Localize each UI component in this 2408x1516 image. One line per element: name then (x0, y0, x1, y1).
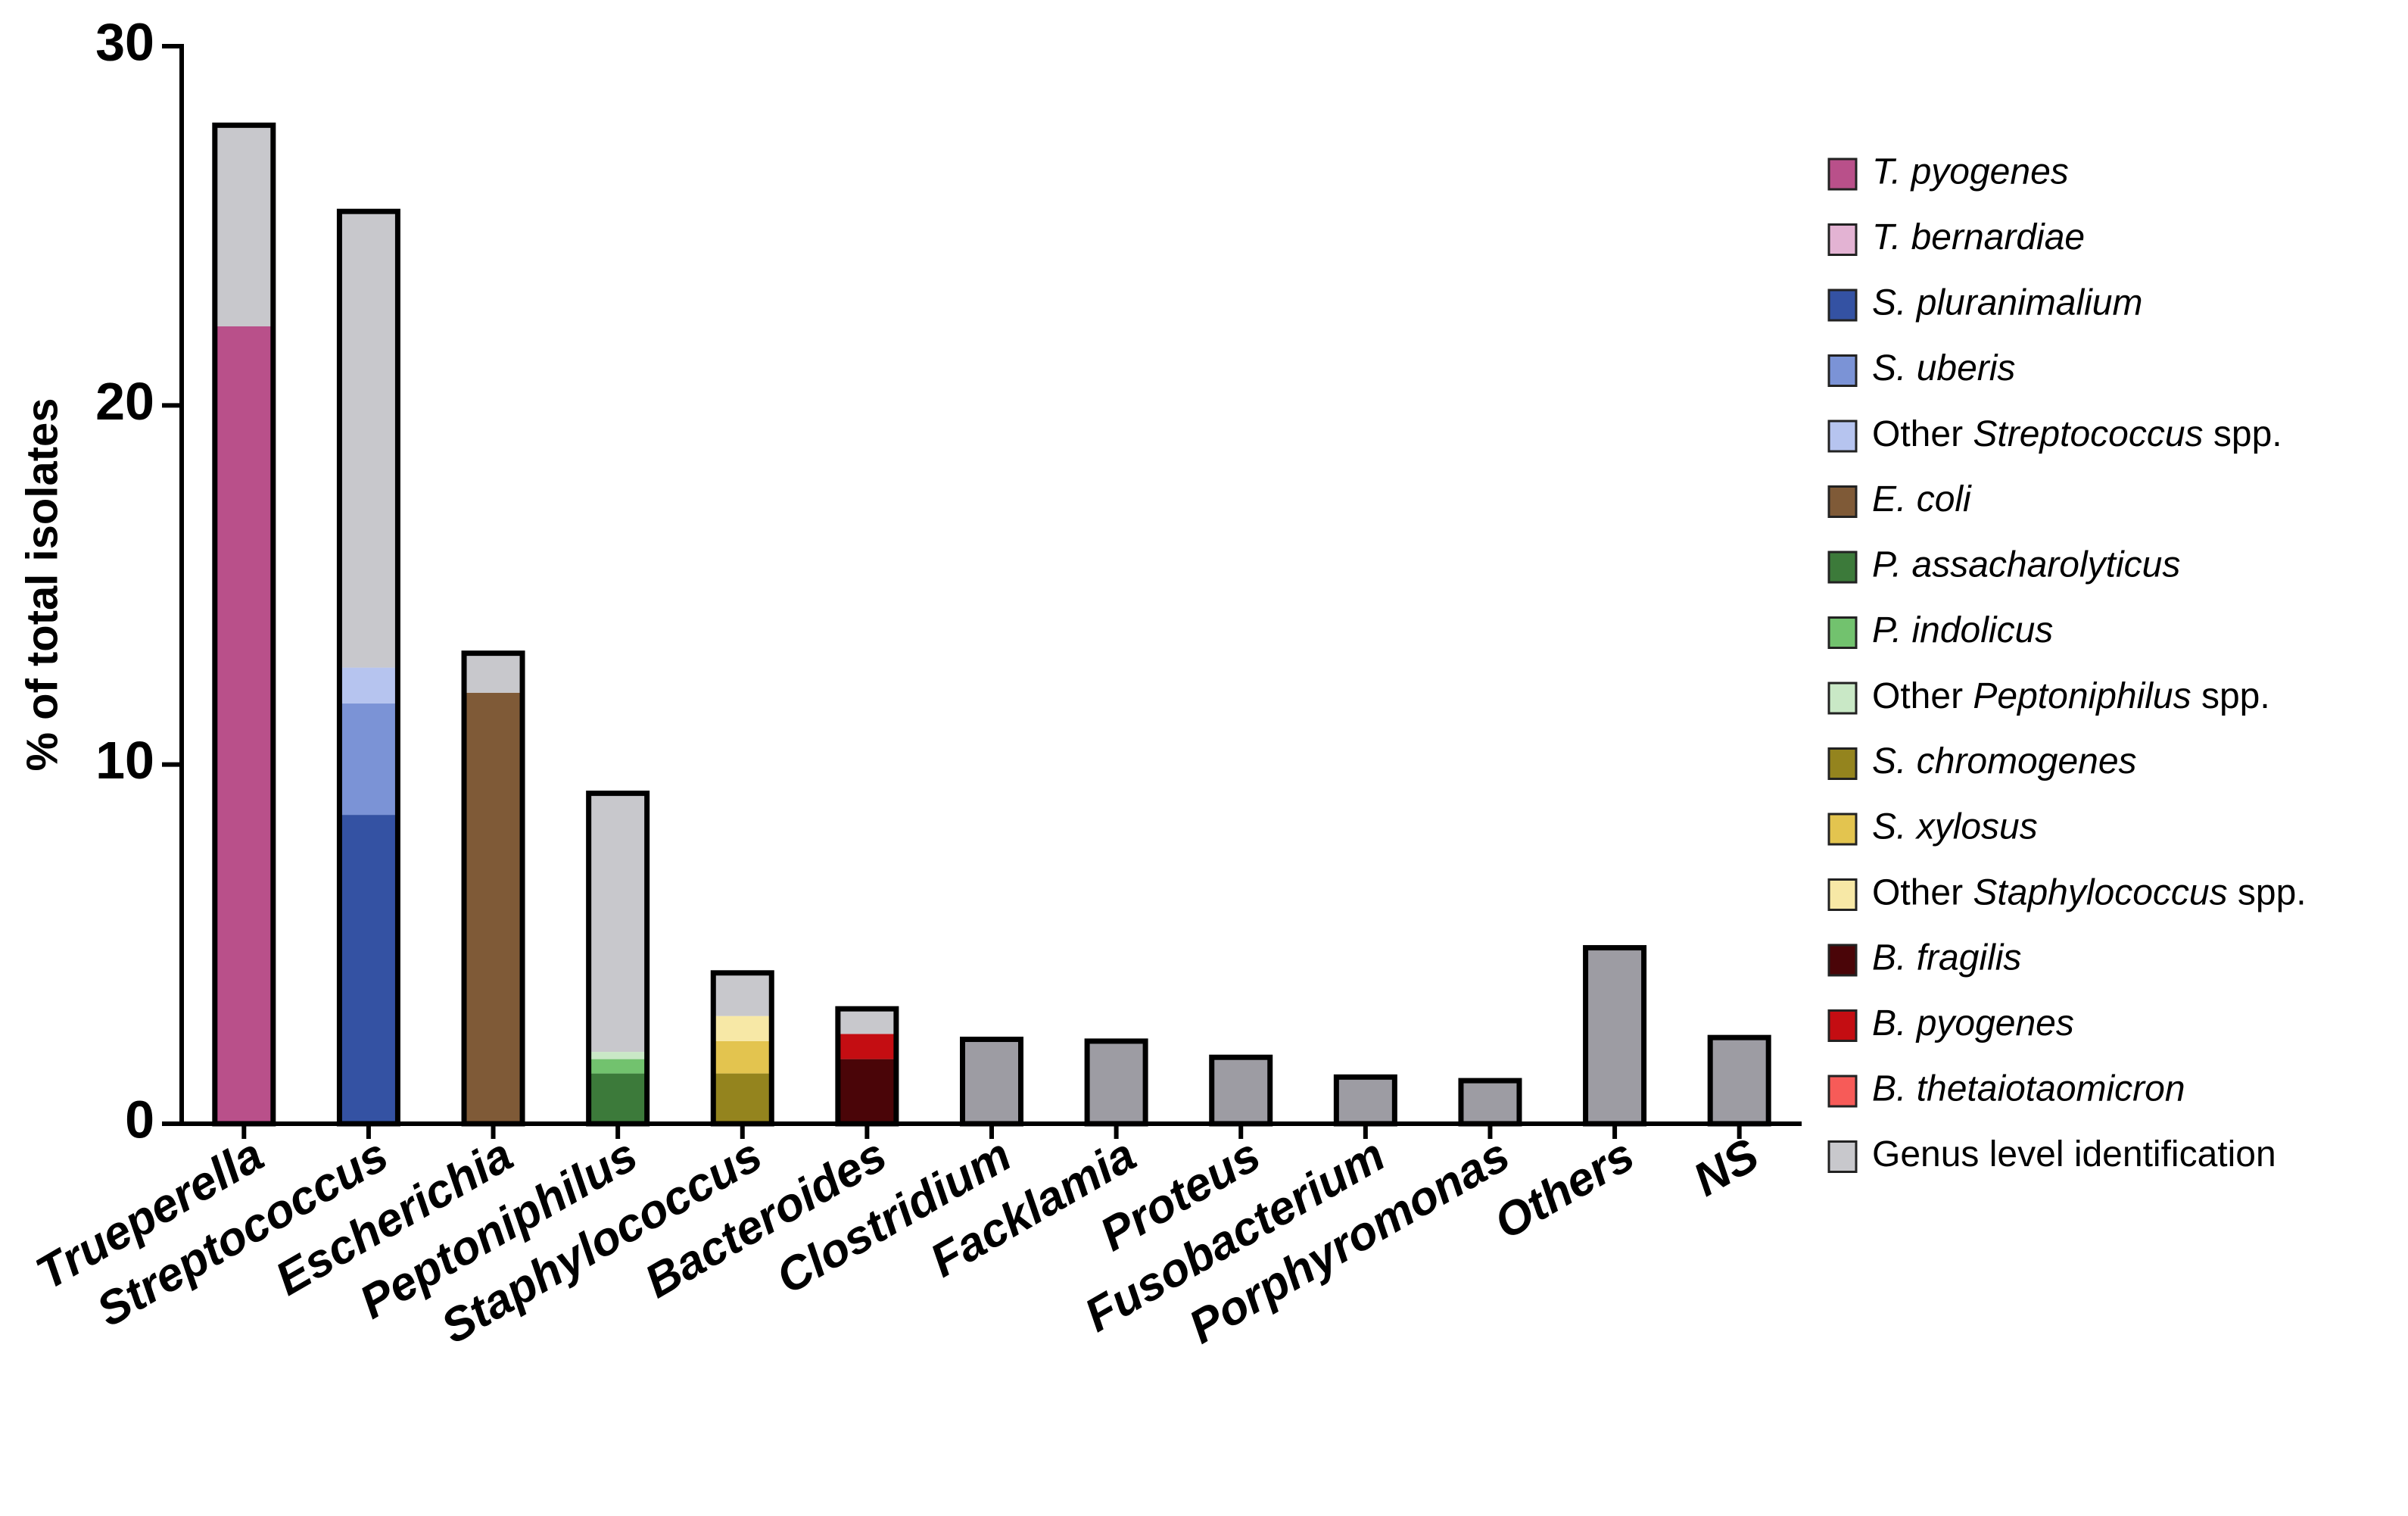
legend-swatch (1827, 1075, 1858, 1108)
legend-swatch (1827, 813, 1858, 846)
bar-segment (962, 1039, 1021, 1124)
legend-label: Other Streptococcus spp. (1872, 414, 2282, 454)
legend-swatch (1827, 158, 1858, 191)
bar-segment (713, 1073, 772, 1124)
legend-label: S. uberis (1872, 348, 2015, 388)
bar-segment (837, 1009, 896, 1034)
legend-label: S. pluranimalium (1872, 283, 2142, 323)
bar-segment (713, 1015, 772, 1041)
y-tick-label: 20 (95, 372, 154, 431)
legend-swatch (1827, 878, 1858, 911)
bar-segment (1460, 1081, 1519, 1124)
bar-segment (214, 125, 273, 326)
legend-label: Other Peptoniphilus spp. (1872, 676, 2270, 716)
legend-swatch (1827, 223, 1858, 256)
bar-segment (464, 692, 523, 1124)
bar-segment (588, 793, 647, 1053)
bar-segment (1710, 1037, 1769, 1124)
legend-swatch (1827, 420, 1858, 453)
legend-label: T. bernardiae (1872, 217, 2085, 257)
x-tick-label: NS (1685, 1129, 1768, 1207)
bar-segment (1585, 947, 1644, 1124)
bar-segment (1211, 1057, 1270, 1124)
legend-swatch (1827, 485, 1858, 518)
legend-label: P. indolicus (1872, 610, 2053, 650)
legend-label: Other Staphylococcus spp. (1872, 872, 2307, 912)
legend-label: S. chromogenes (1872, 741, 2137, 781)
bar-segment (1336, 1077, 1395, 1124)
legend-swatch (1827, 354, 1858, 387)
bar-segment (214, 326, 273, 1125)
y-tick-label: 0 (125, 1090, 154, 1149)
legend-swatch (1827, 682, 1858, 715)
y-tick-label: 30 (95, 12, 154, 71)
legend-label: S. xylosus (1872, 807, 2038, 847)
legend-swatch (1827, 747, 1858, 780)
y-axis-label: % of total isolates (17, 398, 67, 771)
bar-segment (588, 1052, 647, 1059)
bar-segment (588, 1059, 647, 1074)
legend-swatch (1827, 551, 1858, 584)
legend-label: P. assacharolyticus (1872, 545, 2180, 585)
legend-label: T. pyogenes (1872, 152, 2069, 192)
bar-segment (713, 1040, 772, 1074)
bar-segment (339, 703, 398, 816)
bar-segment (339, 815, 398, 1124)
legend-label: Genus level identification (1872, 1134, 2276, 1174)
bar-segment (837, 1034, 896, 1059)
bar-segment (837, 1059, 896, 1124)
bar-segment (464, 653, 523, 693)
bar-segment (713, 972, 772, 1016)
legend-swatch (1827, 944, 1858, 977)
legend-label: B. fragilis (1872, 938, 2021, 978)
bar-segment (1087, 1040, 1146, 1124)
legend-swatch (1827, 616, 1858, 649)
bar-segment (339, 211, 398, 668)
y-tick-label: 10 (95, 731, 154, 790)
bar-segment (339, 667, 398, 704)
legend-swatch (1827, 1009, 1858, 1042)
legend-swatch (1827, 289, 1858, 322)
legend-label: B. thetaiotaomicron (1872, 1069, 2185, 1109)
legend-label: E. coli (1872, 479, 1972, 519)
x-tick-label: Others (1486, 1129, 1643, 1250)
legend-label: B. pyogenes (1872, 1003, 2074, 1043)
bar-segment (588, 1073, 647, 1124)
legend-swatch (1827, 1140, 1858, 1173)
